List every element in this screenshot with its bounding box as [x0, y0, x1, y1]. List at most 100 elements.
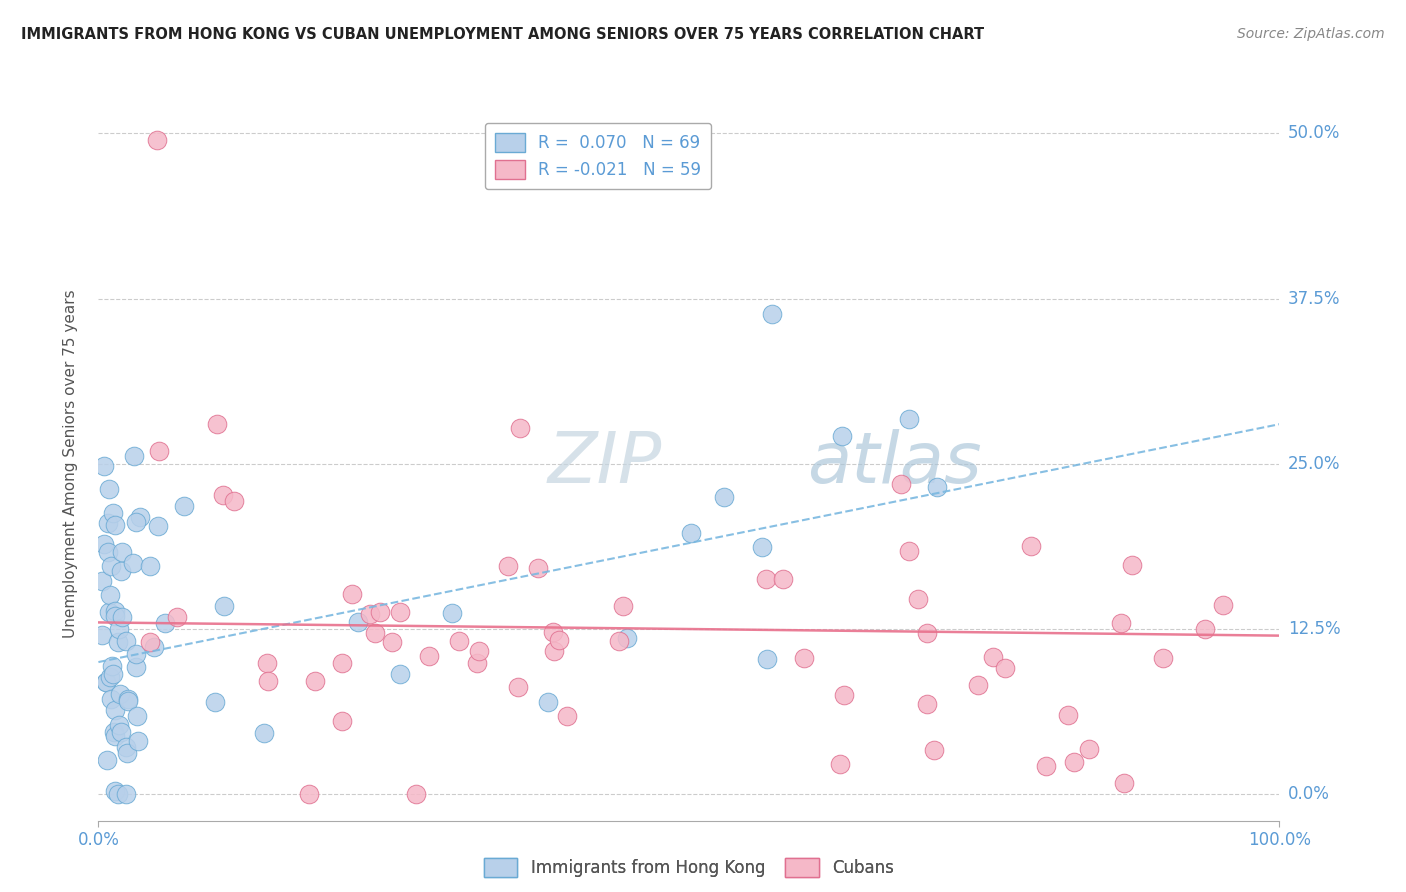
Point: [967, 678, 990, 692]
Point: [103, 724, 125, 739]
Legend: Immigrants from Hong Kong, Cubans: Immigrants from Hong Kong, Cubans: [478, 851, 900, 884]
Point: [713, 490, 735, 504]
Point: [751, 540, 773, 554]
Point: [359, 607, 381, 622]
Point: [146, 519, 169, 533]
Point: [125, 660, 148, 674]
Point: [831, 429, 853, 443]
Point: [1212, 599, 1234, 613]
Point: [468, 644, 491, 658]
Point: [100, 658, 122, 673]
Point: [897, 543, 920, 558]
Point: [166, 609, 188, 624]
Text: 50.0%: 50.0%: [1288, 125, 1340, 143]
Point: [104, 783, 127, 797]
Point: [612, 599, 634, 614]
Point: [1077, 742, 1099, 756]
Point: [173, 500, 195, 514]
Point: [536, 695, 558, 709]
Point: [681, 526, 703, 541]
Text: ZIP: ZIP: [547, 429, 662, 499]
Point: [543, 643, 565, 657]
Point: [107, 787, 129, 801]
Text: 0.0%: 0.0%: [1288, 785, 1330, 803]
Point: [205, 417, 228, 432]
Point: [125, 515, 148, 529]
Point: [368, 605, 391, 619]
Point: [917, 626, 939, 640]
Point: [104, 605, 127, 619]
Point: [97, 545, 120, 559]
Point: [465, 656, 488, 670]
Point: [389, 667, 412, 681]
Point: [115, 787, 138, 801]
Point: [212, 488, 235, 502]
Point: [526, 561, 548, 575]
Point: [388, 606, 411, 620]
Point: [153, 615, 176, 630]
Point: [440, 606, 463, 620]
Point: [1194, 622, 1216, 636]
Point: [108, 623, 131, 637]
Point: [110, 724, 132, 739]
Point: [1021, 539, 1043, 553]
Point: [101, 666, 124, 681]
Point: [330, 657, 353, 671]
Point: [107, 718, 129, 732]
Point: [772, 572, 794, 586]
Point: [98, 482, 121, 496]
Point: [555, 709, 578, 723]
Point: [107, 634, 129, 648]
Point: [125, 709, 148, 723]
Point: [94, 675, 117, 690]
Point: [927, 480, 949, 494]
Text: Source: ZipAtlas.com: Source: ZipAtlas.com: [1237, 27, 1385, 41]
Point: [93, 458, 115, 473]
Point: [915, 697, 938, 711]
Point: [97, 605, 120, 619]
Point: [898, 412, 921, 426]
Text: 12.5%: 12.5%: [1288, 620, 1340, 638]
Point: [616, 631, 638, 645]
Point: [890, 477, 912, 491]
Text: IMMIGRANTS FROM HONG KONG VS CUBAN UNEMPLOYMENT AMONG SENIORS OVER 75 YEARS CORR: IMMIGRANTS FROM HONG KONG VS CUBAN UNEMP…: [21, 27, 984, 42]
Point: [115, 739, 138, 754]
Point: [121, 556, 143, 570]
Point: [110, 564, 132, 578]
Point: [111, 610, 134, 624]
Point: [204, 695, 226, 709]
Point: [139, 634, 162, 648]
Point: [212, 599, 235, 613]
Point: [508, 680, 530, 694]
Point: [256, 673, 278, 688]
Point: [91, 628, 114, 642]
Point: [104, 729, 127, 743]
Point: [100, 691, 122, 706]
Point: [607, 633, 630, 648]
Point: [405, 787, 427, 801]
Point: [364, 626, 387, 640]
Point: [1112, 776, 1135, 790]
Point: [1035, 758, 1057, 772]
Point: [792, 651, 814, 665]
Point: [761, 307, 783, 321]
Point: [114, 633, 136, 648]
Point: [981, 649, 1004, 664]
Point: [755, 572, 778, 586]
Point: [222, 493, 245, 508]
Point: [304, 673, 326, 688]
Point: [117, 746, 139, 760]
Point: [94, 675, 117, 690]
Point: [907, 592, 929, 607]
Point: [380, 635, 402, 649]
Point: [755, 651, 778, 665]
Point: [342, 587, 364, 601]
Point: [418, 648, 440, 663]
Point: [146, 133, 169, 147]
Point: [832, 688, 855, 702]
Point: [103, 506, 125, 520]
Point: [496, 559, 519, 574]
Point: [1063, 755, 1085, 769]
Point: [548, 632, 571, 647]
Point: [104, 609, 127, 624]
